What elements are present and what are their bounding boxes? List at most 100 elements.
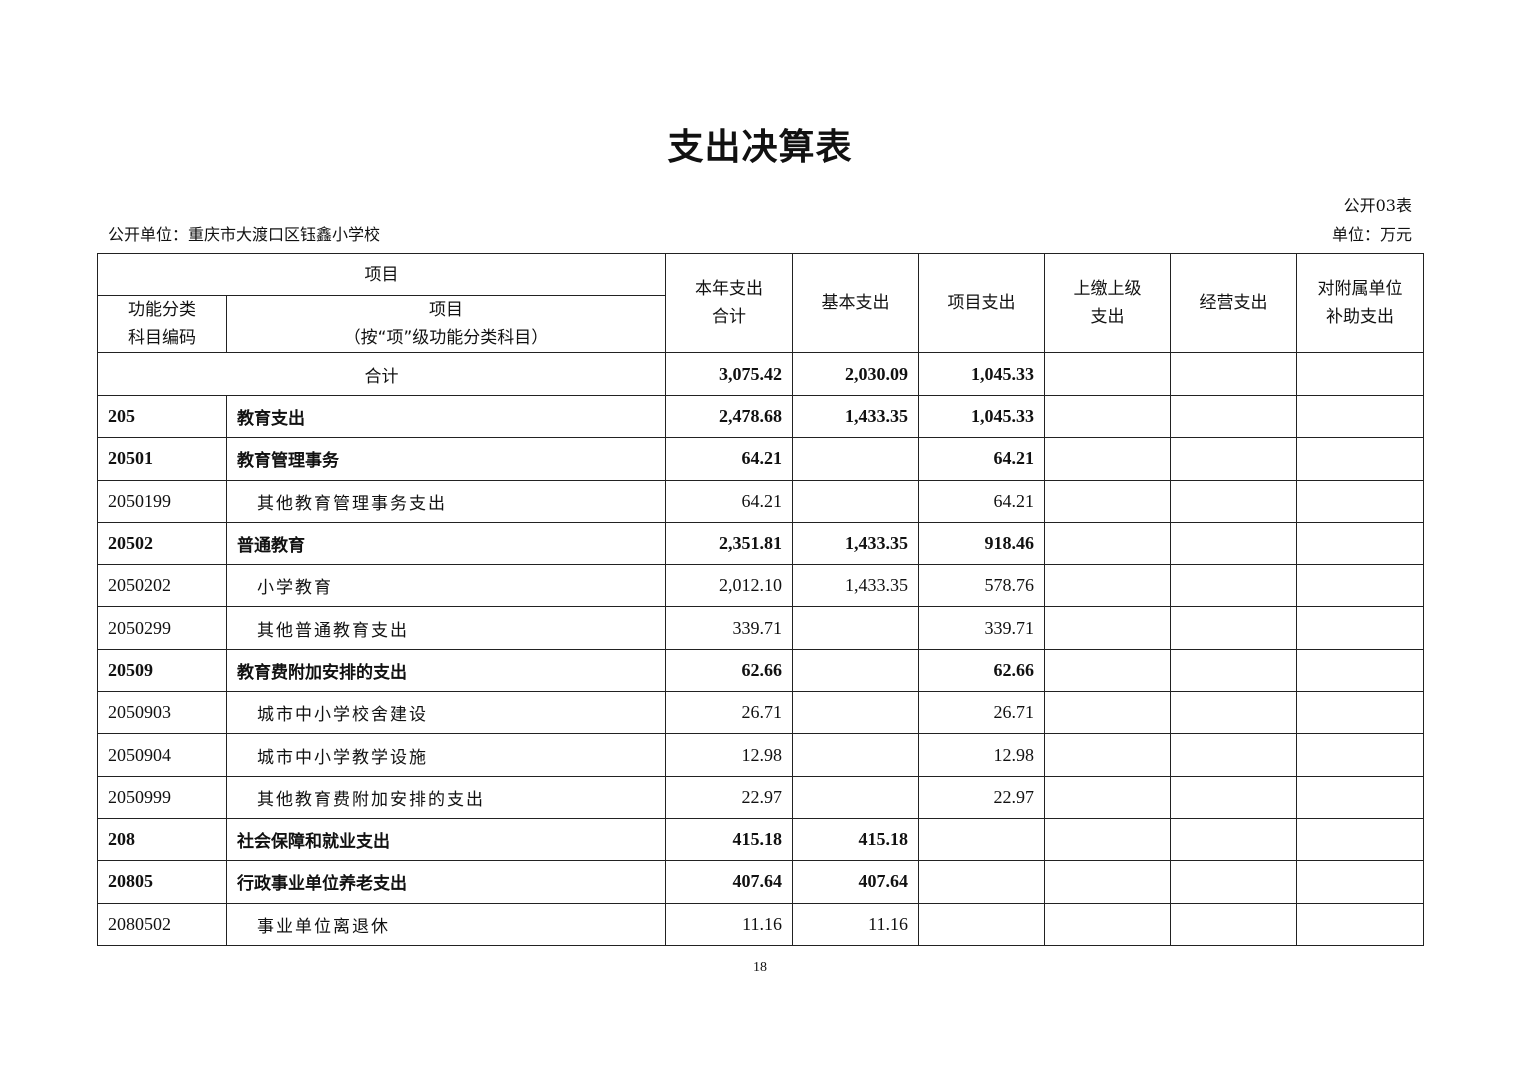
upper-cell — [1044, 394, 1171, 439]
total-cell: 11.16 — [665, 902, 793, 946]
project-cell — [918, 902, 1045, 946]
header-basic: 基本支出 — [792, 253, 919, 353]
upper-cell — [1044, 606, 1171, 650]
business-cell — [1170, 648, 1297, 693]
upper-cell — [1044, 775, 1171, 819]
header-item-group: 项目 — [97, 253, 666, 296]
project-cell: 578.76 — [918, 564, 1045, 608]
project-cell — [918, 860, 1045, 904]
business-cell — [1170, 902, 1297, 946]
currency-unit: 单位：万元 — [1331, 225, 1412, 244]
subsidy-cell — [1296, 817, 1424, 862]
total-cell: 64.21 — [665, 479, 793, 523]
upper-cell — [1044, 521, 1171, 566]
header-project: 项目支出 — [918, 253, 1045, 353]
page-title: 支出决算表 — [667, 127, 853, 168]
header-total: 本年支出 合计 — [665, 253, 793, 353]
table-row: 20502 普通教育 2,351.81 1,433.35 918.46 — [97, 521, 1424, 566]
table-row: 2050903 城市中小学校舍建设 26.71 26.71 — [97, 691, 1424, 735]
form-number: 公开03表 — [1343, 196, 1412, 215]
header-business: 经营支出 — [1170, 253, 1297, 353]
project-cell: 64.21 — [918, 479, 1045, 523]
business-cell — [1170, 564, 1297, 608]
code-cell: 2050904 — [97, 733, 227, 777]
code-cell: 2050202 — [97, 564, 227, 608]
expenditure-table: 项目 本年支出 合计 基本支出 项目支出 上缴上级 支出 经营支出 对附属单位 … — [97, 253, 1424, 946]
total-label: 合计 — [97, 352, 666, 396]
name-cell: 其他普通教育支出 — [226, 606, 666, 650]
project-cell: 22.97 — [918, 775, 1045, 819]
subsidy-cell — [1296, 606, 1424, 650]
upper-cell — [1044, 733, 1171, 777]
total-cell: 407.64 — [665, 860, 793, 904]
total-cell: 12.98 — [665, 733, 793, 777]
upper-cell — [1044, 648, 1171, 693]
code-cell: 2050903 — [97, 691, 227, 735]
page-number: 18 — [753, 960, 767, 975]
table-row: 20805 行政事业单位养老支出 407.64 407.64 — [97, 860, 1424, 904]
subsidy-cell — [1296, 352, 1424, 396]
basic-cell — [792, 606, 919, 650]
subsidy-cell — [1296, 394, 1424, 439]
upper-cell — [1044, 691, 1171, 735]
business-cell — [1170, 733, 1297, 777]
table-row: 20501 教育管理事务 64.21 64.21 — [97, 437, 1424, 481]
basic-cell: 1,433.35 — [792, 564, 919, 608]
name-cell: 教育费附加安排的支出 — [226, 648, 666, 693]
subsidy-cell — [1296, 521, 1424, 566]
basic-cell — [792, 775, 919, 819]
business-cell — [1170, 437, 1297, 481]
project-cell — [918, 817, 1045, 862]
code-cell: 205 — [97, 394, 227, 439]
total-cell: 2,351.81 — [665, 521, 793, 566]
subsidy-cell — [1296, 902, 1424, 946]
header-code: 功能分类 科目编码 — [97, 295, 227, 353]
business-cell — [1170, 394, 1297, 439]
table-row: 205 教育支出 2,478.68 1,433.35 1,045.33 — [97, 394, 1424, 439]
upper-cell — [1044, 860, 1171, 904]
code-cell: 2050199 — [97, 479, 227, 523]
header-upper: 上缴上级 支出 — [1044, 253, 1171, 353]
header-item-line1: 项目 — [429, 300, 463, 320]
reporting-unit: 公开单位：重庆市大渡口区钰鑫小学校 — [108, 225, 381, 244]
total-cell: 3,075.42 — [665, 352, 793, 396]
business-cell — [1170, 817, 1297, 862]
total-cell: 2,478.68 — [665, 394, 793, 439]
basic-cell — [792, 479, 919, 523]
header-subsidy: 对附属单位 补助支出 — [1296, 253, 1424, 353]
project-cell: 64.21 — [918, 437, 1045, 481]
name-cell: 其他教育费附加安排的支出 — [226, 775, 666, 819]
name-cell: 行政事业单位养老支出 — [226, 860, 666, 904]
basic-cell: 11.16 — [792, 902, 919, 946]
basic-cell: 415.18 — [792, 817, 919, 862]
basic-cell: 407.64 — [792, 860, 919, 904]
table-row: 2050202 小学教育 2,012.10 1,433.35 578.76 — [97, 564, 1424, 608]
name-cell: 城市中小学教学设施 — [226, 733, 666, 777]
business-cell — [1170, 860, 1297, 904]
upper-cell — [1044, 479, 1171, 523]
code-cell: 208 — [97, 817, 227, 862]
code-cell: 20509 — [97, 648, 227, 693]
subsidy-cell — [1296, 648, 1424, 693]
total-cell: 2,012.10 — [665, 564, 793, 608]
code-cell: 2050299 — [97, 606, 227, 650]
business-cell — [1170, 691, 1297, 735]
name-cell: 城市中小学校舍建设 — [226, 691, 666, 735]
table-row: 2050999 其他教育费附加安排的支出 22.97 22.97 — [97, 775, 1424, 819]
total-cell: 22.97 — [665, 775, 793, 819]
basic-cell: 1,433.35 — [792, 394, 919, 439]
name-cell: 教育管理事务 — [226, 437, 666, 481]
name-cell: 教育支出 — [226, 394, 666, 439]
table-row: 20509 教育费附加安排的支出 62.66 62.66 — [97, 648, 1424, 693]
code-cell: 2050999 — [97, 775, 227, 819]
basic-cell — [792, 648, 919, 693]
business-cell — [1170, 775, 1297, 819]
project-cell: 1,045.33 — [918, 394, 1045, 439]
upper-cell — [1044, 564, 1171, 608]
table-row: 2080502 事业单位离退休 11.16 11.16 — [97, 902, 1424, 946]
name-cell: 其他教育管理事务支出 — [226, 479, 666, 523]
business-cell — [1170, 521, 1297, 566]
project-cell: 1,045.33 — [918, 352, 1045, 396]
total-row: 合计 3,075.42 2,030.09 1,045.33 — [97, 352, 1424, 396]
subsidy-cell — [1296, 564, 1424, 608]
